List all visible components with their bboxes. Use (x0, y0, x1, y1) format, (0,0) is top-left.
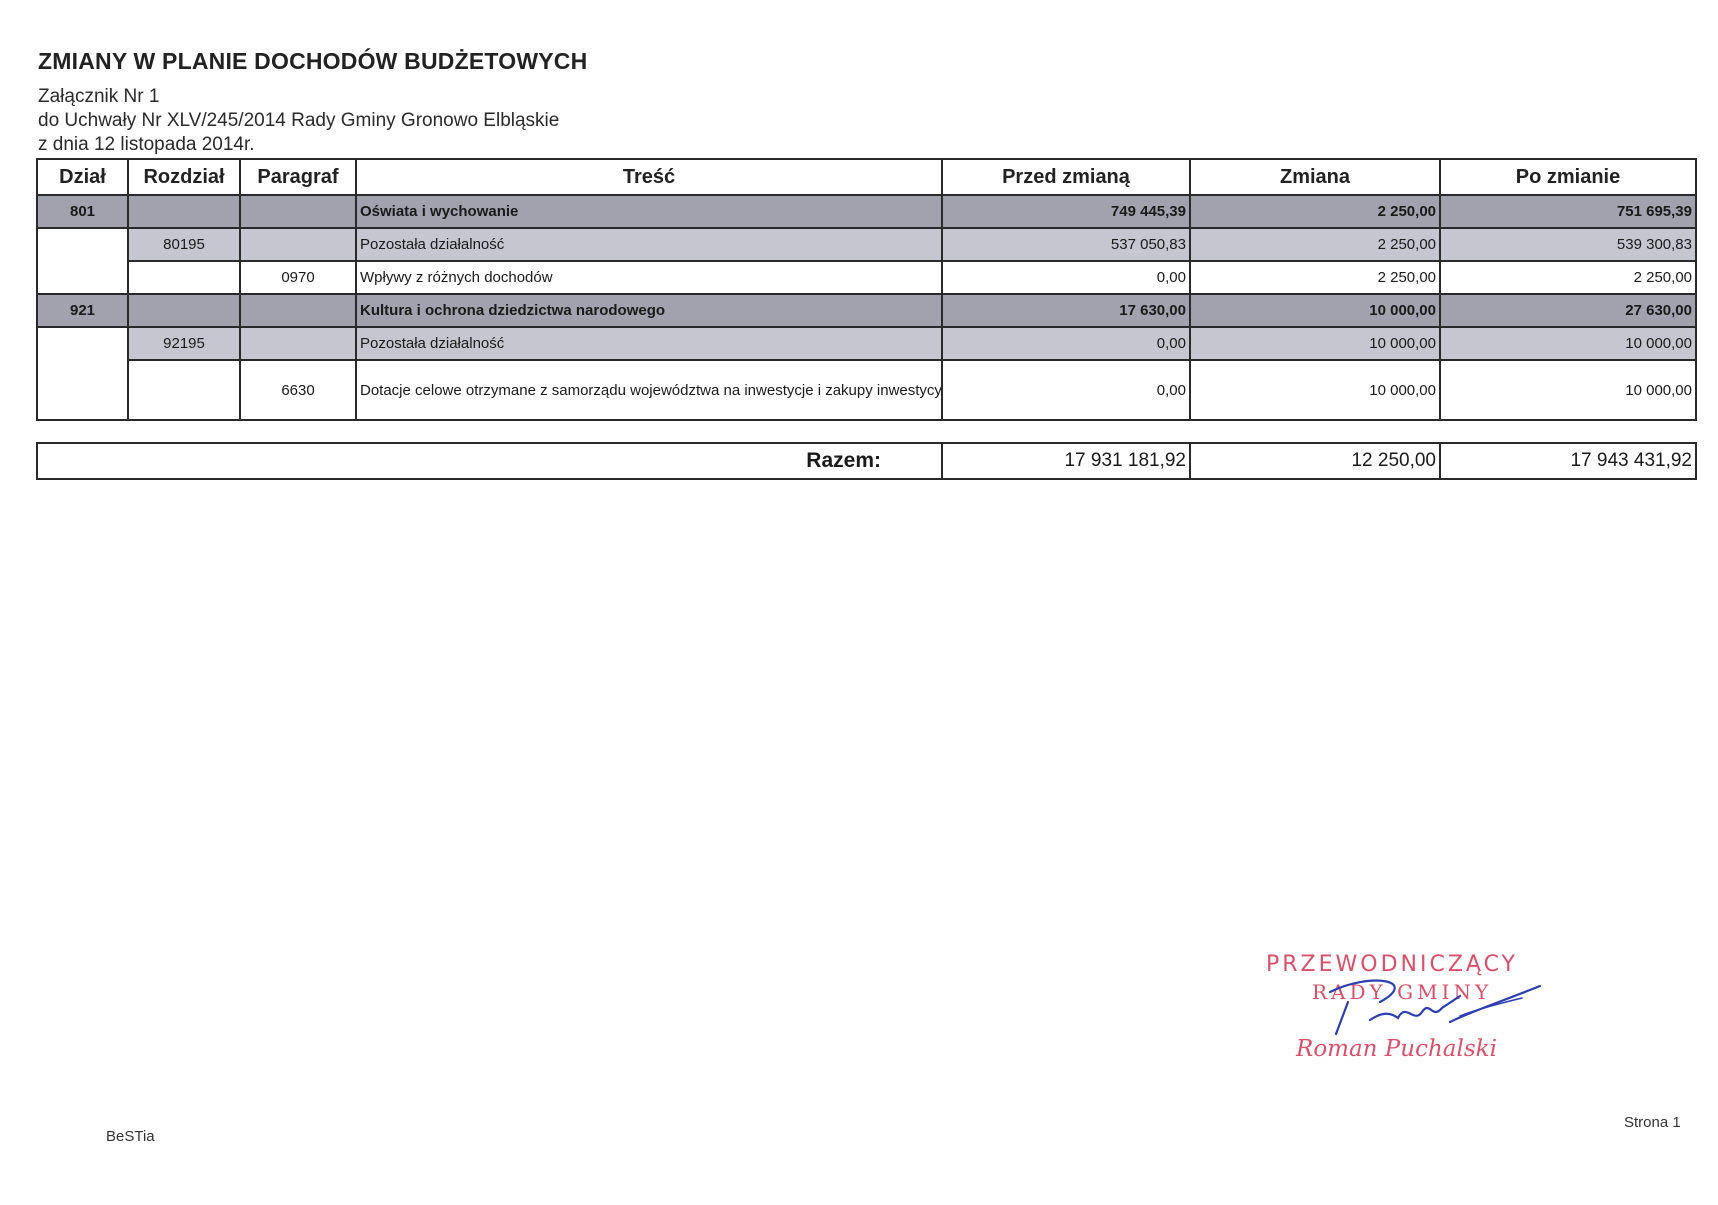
table-row: 0970 Wpływy z różnych dochodów 0,00 2 25… (37, 260, 1697, 295)
table-row: 6630 Dotacje celowe otrzymane z samorząd… (37, 359, 1697, 421)
signature-icon (1328, 979, 1542, 1036)
cell-paragraf: 6630 (239, 359, 357, 421)
cell-zmiana: 2 250,00 (1189, 227, 1441, 262)
cell-po: 10 000,00 (1439, 359, 1697, 421)
cell-przed: 0,00 (941, 359, 1191, 421)
total-po: 17 943 431,92 (1439, 442, 1697, 480)
date-label: z dnia 12 listopada 2014r. (38, 134, 255, 155)
cell-dzial: 801 (36, 194, 129, 229)
cell-tresc: Wpływy z różnych dochodów (355, 260, 943, 295)
cell-dzial (36, 326, 129, 421)
cell-po: 751 695,39 (1439, 194, 1697, 229)
cell-zmiana: 10 000,00 (1189, 293, 1441, 328)
table-row: 801 Oświata i wychowanie 749 445,39 2 25… (36, 194, 1697, 229)
budget-table: Dział Rozdział Paragraf Treść Przed zmia… (36, 158, 1697, 421)
cell-zmiana: 2 250,00 (1189, 260, 1441, 295)
table-row: 92195 Pozostała działalność 0,00 10 000,… (36, 326, 1697, 421)
header-po-zmianie: Po zmianie (1439, 158, 1697, 196)
total-row: Razem: 17 931 181,92 12 250,00 17 943 43… (36, 442, 1697, 480)
cell-paragraf (239, 293, 357, 328)
resolution-label: do Uchwały Nr XLV/245/2014 Rady Gminy Gr… (38, 110, 560, 131)
cell-rozdzial (127, 194, 241, 229)
cell-po: 27 630,00 (1439, 293, 1697, 328)
stamp-line-1: PRZEWODNICZĄCY (1266, 952, 1518, 977)
cell-rozdzial (127, 359, 241, 421)
total-przed: 17 931 181,92 (941, 442, 1191, 480)
cell-przed: 537 050,83 (941, 227, 1191, 262)
cell-po: 539 300,83 (1439, 227, 1697, 262)
footer-software-label: BeSTia (106, 1128, 155, 1145)
header-przed-zmiana: Przed zmianą (941, 158, 1191, 196)
cell-zmiana: 2 250,00 (1189, 194, 1441, 229)
cell-tresc: Kultura i ochrona dziedzictwa narodowego (355, 293, 943, 328)
cell-tresc: Pozostała działalność (355, 326, 943, 361)
total-zmiana: 12 250,00 (1189, 442, 1441, 480)
cell-dzial (36, 227, 129, 295)
header-dzial: Dział (36, 158, 129, 196)
cell-po: 2 250,00 (1439, 260, 1697, 295)
cell-tresc: Oświata i wychowanie (355, 194, 943, 229)
cell-rozdzial: 80195 (127, 227, 241, 262)
total-label: Razem: (36, 442, 943, 480)
cell-tresc: Pozostała działalność (355, 227, 943, 262)
table-row: 80195 Pozostała działalność 537 050,83 2… (36, 227, 1697, 295)
header-paragraf: Paragraf (239, 158, 357, 196)
cell-rozdzial (127, 293, 241, 328)
cell-tresc: Dotacje celowe otrzymane z samorządu woj… (355, 359, 943, 421)
header-zmiana: Zmiana (1189, 158, 1441, 196)
cell-przed: 17 630,00 (941, 293, 1191, 328)
annex-label: Załącznik Nr 1 (38, 86, 160, 107)
cell-przed: 0,00 (941, 326, 1191, 361)
cell-paragraf (239, 326, 357, 361)
cell-przed: 749 445,39 (941, 194, 1191, 229)
stamp-name: Roman Puchalski (1296, 1036, 1497, 1062)
cell-paragraf (239, 227, 357, 262)
total-table: Razem: 17 931 181,92 12 250,00 17 943 43… (36, 442, 1697, 480)
page-number: Strona 1 (1624, 1114, 1681, 1131)
cell-paragraf: 0970 (239, 260, 357, 295)
cell-po: 10 000,00 (1439, 326, 1697, 361)
cell-zmiana: 10 000,00 (1189, 359, 1441, 421)
table-row: 921 Kultura i ochrona dziedzictwa narodo… (36, 293, 1697, 328)
chairman-stamp: PRZEWODNICZĄCY RADY GMINY Roman Puchalsk… (1262, 952, 1562, 1072)
stamp-line-2: RADY GMINY (1312, 980, 1493, 1004)
cell-rozdzial: 92195 (127, 326, 241, 361)
table-header-row: Dział Rozdział Paragraf Treść Przed zmia… (36, 158, 1697, 196)
page-title: ZMIANY W PLANIE DOCHODÓW BUDŻETOWYCH (38, 48, 588, 74)
header-tresc: Treść (355, 158, 943, 196)
cell-przed: 0,00 (941, 260, 1191, 295)
cell-zmiana: 10 000,00 (1189, 326, 1441, 361)
cell-dzial: 921 (36, 293, 129, 328)
cell-paragraf (239, 194, 357, 229)
header-rozdzial: Rozdział (127, 158, 241, 196)
cell-rozdzial (127, 260, 241, 295)
